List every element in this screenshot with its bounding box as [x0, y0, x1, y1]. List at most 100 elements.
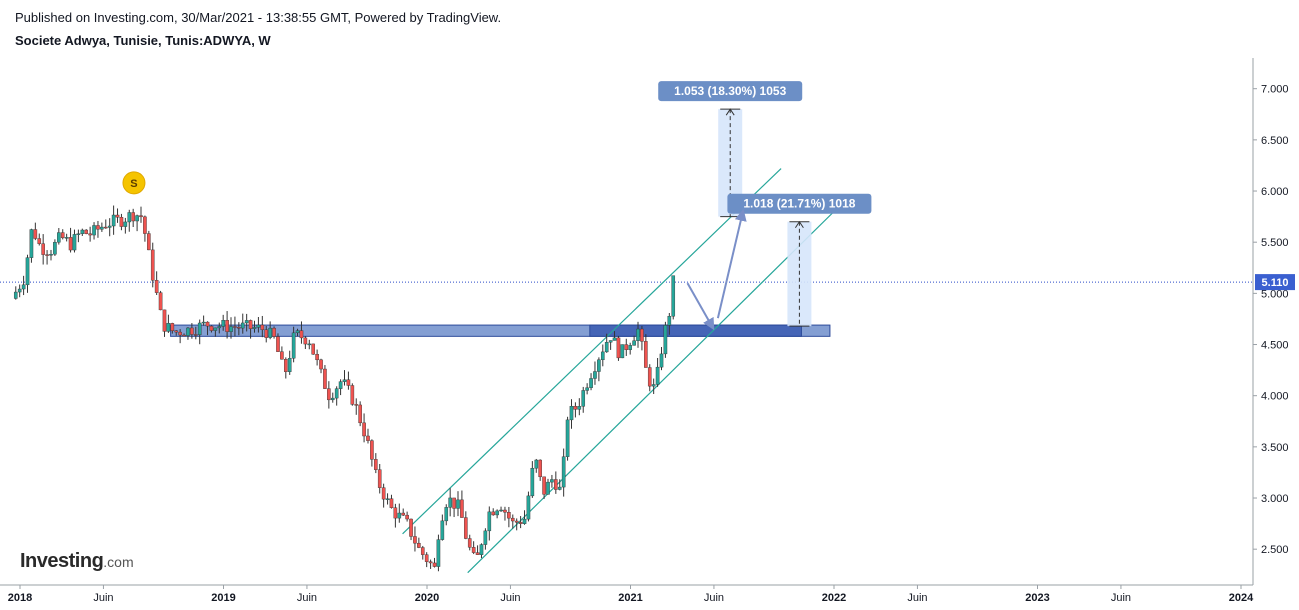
candle-up [135, 215, 139, 222]
candle-down [68, 237, 73, 251]
measure-arrowhead [725, 108, 735, 116]
candle-down [393, 507, 398, 519]
candle-down [276, 336, 280, 352]
candle-down [327, 388, 331, 401]
candle-up [499, 509, 503, 512]
candle-down [350, 385, 355, 405]
candle-down [37, 238, 42, 244]
candle-down [319, 359, 323, 370]
last-price-badge [1255, 274, 1295, 291]
candle-down [158, 292, 163, 311]
y-tick-label: 4.000 [1261, 391, 1289, 403]
candle-up [620, 344, 625, 359]
candle-down [417, 542, 421, 548]
candle-down [354, 404, 359, 406]
candle-up [448, 497, 452, 508]
candle-down [381, 487, 386, 500]
channel-line [402, 168, 782, 535]
candle-up [127, 212, 132, 223]
candle-up [72, 234, 77, 251]
candle-down [315, 354, 319, 361]
candle-down [119, 217, 124, 227]
y-tick-label: 7.000 [1261, 84, 1289, 96]
x-tick-label: 2018 [8, 592, 32, 604]
candle-down [460, 499, 464, 518]
last-price-label: 5.110 [1262, 277, 1289, 289]
candle-down [518, 522, 523, 524]
candle-up [608, 340, 613, 343]
x-tick-label: Juin [907, 592, 927, 604]
candle-up [287, 358, 292, 372]
candle-up [397, 512, 402, 519]
measure-arrowhead [794, 220, 804, 229]
candle-down [554, 479, 558, 490]
x-tick-label: Juin [1111, 592, 1131, 604]
candle-down [464, 517, 468, 539]
candle-down [193, 334, 198, 336]
x-tick-label: 2021 [618, 592, 642, 604]
candle-up [667, 315, 672, 326]
candle-down [432, 562, 437, 567]
candle-up [21, 284, 26, 290]
candle-up [526, 495, 531, 520]
candle-down [225, 320, 229, 332]
candle-down [41, 243, 45, 255]
candle-down [150, 249, 155, 281]
y-tick-label: 2.500 [1261, 544, 1289, 556]
candle-up [201, 321, 206, 324]
candle-down [640, 328, 644, 342]
candle-up [479, 544, 484, 555]
candle-up [221, 320, 225, 327]
candle-down [284, 359, 288, 372]
candle-up [612, 337, 617, 341]
candle-down [233, 326, 237, 328]
candle-up [569, 406, 574, 421]
y-tick-label: 5.500 [1261, 237, 1289, 249]
candle-up [57, 232, 61, 243]
candle-down [409, 518, 413, 537]
recent-support-zone [589, 324, 802, 337]
candle-up [456, 499, 460, 509]
candle-down [96, 225, 100, 230]
x-tick-label: Juin [297, 592, 317, 604]
candle-down [311, 343, 315, 355]
candle-up [385, 498, 390, 500]
candle-up [213, 327, 218, 331]
y-tick-label: 3.000 [1261, 493, 1289, 505]
candle-up [100, 226, 104, 230]
candle-down [514, 520, 519, 523]
candle-up [487, 511, 492, 532]
candle-up [628, 345, 632, 350]
candle-down [644, 341, 648, 368]
candle-down [205, 321, 210, 327]
y-tick-label: 6.500 [1261, 135, 1289, 147]
candle-up [589, 378, 593, 388]
candle-down [503, 509, 507, 513]
candle-up [561, 456, 566, 488]
candle-up [217, 326, 222, 329]
candle-down [377, 469, 382, 488]
y-tick-label: 4.500 [1261, 340, 1289, 352]
candles [13, 205, 676, 572]
candle-up [663, 325, 668, 355]
investing-logo: Investing.com [20, 550, 134, 573]
candle-down [60, 232, 65, 239]
candle-up [651, 384, 656, 387]
candle-up [585, 387, 589, 391]
candle-up [76, 233, 81, 235]
candle-down [370, 440, 374, 460]
candle-down [323, 368, 327, 389]
candle-down [147, 233, 151, 251]
candle-up [64, 237, 69, 239]
candle-up [268, 327, 272, 338]
candle-down [84, 229, 89, 234]
candle-down [358, 404, 362, 424]
candle-down [33, 229, 38, 239]
candle-up [600, 351, 605, 361]
y-tick-label: 5.000 [1261, 288, 1289, 300]
candle-down [405, 514, 409, 520]
x-tick-label: 2024 [1229, 592, 1254, 604]
candle-up [17, 288, 22, 293]
candle-up [530, 467, 535, 497]
